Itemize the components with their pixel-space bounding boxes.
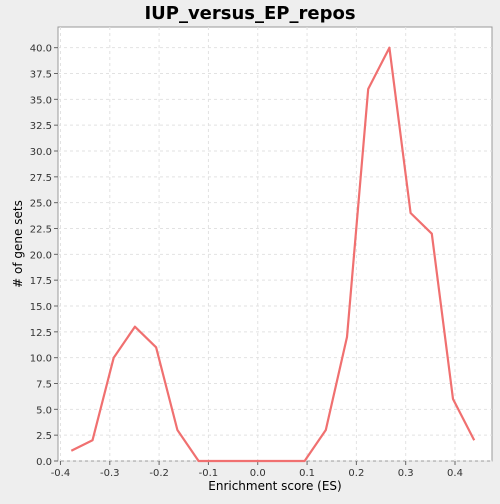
chart-title: IUP_versus_EP_repos [144,3,355,24]
grid-lines [58,27,492,462]
y-tick-label: 17.5 [30,276,52,287]
x-axis-label: Enrichment score (ES) [208,479,341,493]
y-tick-label: 2.5 [36,431,52,442]
x-tick-label: 0.0 [250,468,266,479]
x-tick-label: 0.3 [398,468,414,479]
series-line [70,46,476,463]
x-tick-label: 0.2 [348,468,364,479]
x-tick-label: -0.3 [100,468,120,479]
y-tick-label: 20.0 [30,250,52,261]
y-tick-label: 35.0 [30,95,52,106]
axes: 0.0 2.5 5.0 7.5 10.0 12.5 15.0 17.5 20.0 22.5 25.0… [30,44,463,479]
y-tick-label: 15.0 [30,302,52,313]
y-tick-label: 27.5 [30,173,52,184]
y-axis-label: # of gene sets [11,200,25,288]
series-layer [70,46,476,463]
y-tick-label: 0.0 [36,457,52,468]
y-tick-label: 37.5 [30,70,52,81]
x-tick-label: -0.4 [51,468,71,479]
y-tick-label: 22.5 [30,225,52,236]
y-tick-label: 12.5 [30,328,52,339]
y-tick-label: 5.0 [36,405,52,416]
y-tick-label: 32.5 [30,121,52,132]
plot-area [57,26,493,462]
y-tick-label: 7.5 [36,380,52,391]
x-tick-label: -0.1 [199,468,219,479]
y-tick-label: 30.0 [30,147,52,158]
x-tick-label: 0.1 [299,468,315,479]
y-tick-label: 25.0 [30,199,52,210]
y-tick-label: 40.0 [30,44,52,55]
x-tick-label: 0.4 [447,468,463,479]
y-tick-label: 10.0 [30,354,52,365]
x-tick-label: -0.2 [149,468,169,479]
